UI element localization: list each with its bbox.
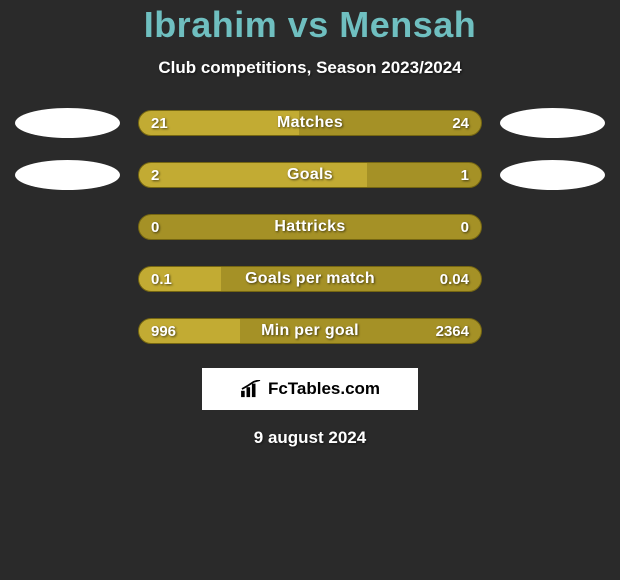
brand-badge: FcTables.com [202, 368, 418, 410]
stat-bar: 21Matches24 [138, 110, 482, 136]
stat-right-value: 0 [461, 215, 469, 239]
player-left-oval [15, 108, 120, 138]
stat-row: 21Matches24 [0, 108, 620, 138]
stat-rows-container: 21Matches24 2Goals1 0Hattricks0 0.1Goals pe… [0, 108, 620, 346]
stat-row: 0.1Goals per match0.04 [0, 264, 620, 294]
stat-label: Matches [139, 111, 481, 135]
stat-bar: 996Min per goal2364 [138, 318, 482, 344]
page-title: Ibrahim vs Mensah [0, 4, 620, 46]
stat-bar: 0.1Goals per match0.04 [138, 266, 482, 292]
stat-label: Hattricks [139, 215, 481, 239]
stat-right-value: 2364 [436, 319, 469, 343]
stat-bar: 0Hattricks0 [138, 214, 482, 240]
comparison-infographic: Ibrahim vs Mensah Club competitions, Sea… [0, 0, 620, 580]
brand-text: FcTables.com [268, 379, 380, 399]
stat-right-value: 24 [452, 111, 469, 135]
stat-right-value: 1 [461, 163, 469, 187]
stat-label: Min per goal [139, 319, 481, 343]
stat-row: 996Min per goal2364 [0, 316, 620, 346]
player-left-oval [15, 160, 120, 190]
player-right-oval [500, 160, 605, 190]
stat-label: Goals [139, 163, 481, 187]
date-label: 9 august 2024 [0, 428, 620, 448]
player-right-oval [500, 108, 605, 138]
stat-right-value: 0.04 [440, 267, 469, 291]
stat-row: 0Hattricks0 [0, 212, 620, 242]
stat-bar: 2Goals1 [138, 162, 482, 188]
chart-icon [240, 380, 262, 398]
subtitle: Club competitions, Season 2023/2024 [0, 58, 620, 78]
stat-label: Goals per match [139, 267, 481, 291]
stat-row: 2Goals1 [0, 160, 620, 190]
